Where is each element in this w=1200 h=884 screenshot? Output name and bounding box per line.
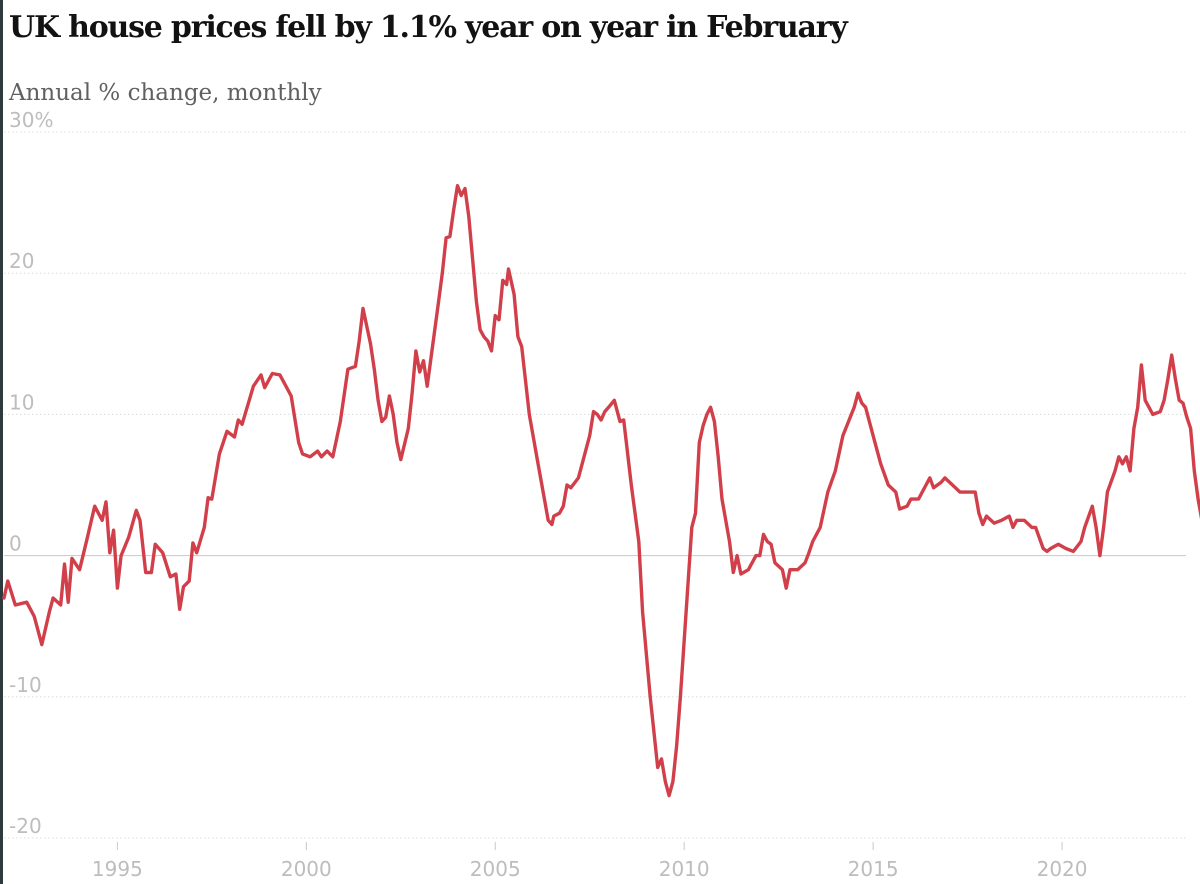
- x-tick-label: 2015: [848, 857, 899, 881]
- series-layer: [2, 184, 1200, 798]
- y-tick-label: 20: [9, 249, 34, 273]
- y-tick-label: -20: [9, 814, 42, 838]
- x-tick-label: 1995: [92, 857, 143, 881]
- chart-title: UK house prices fell by 1.1% year on yea…: [9, 10, 848, 45]
- y-tick-label: 30%: [9, 108, 53, 132]
- y-tick-label: 10: [9, 390, 34, 414]
- x-tick-label: 2020: [1037, 857, 1088, 881]
- x-axis-tick-labels: 1995 2000 2005 2010 2015 2020: [92, 857, 1088, 881]
- x-tick-label: 2005: [470, 857, 521, 881]
- series-line-annual-change: [2, 184, 1200, 798]
- chart-subtitle: Annual % change, monthly: [9, 80, 322, 106]
- x-tick-label: 2000: [281, 857, 332, 881]
- y-tick-label: 0: [9, 532, 22, 556]
- left-edge-rule: [0, 0, 3, 884]
- y-axis-tick-labels: 30% 20 10 0 -10 -20: [9, 108, 53, 838]
- y-tick-label: -10: [9, 673, 42, 697]
- gridlines: [4, 131, 1186, 850]
- x-tick-label: 2010: [659, 857, 710, 881]
